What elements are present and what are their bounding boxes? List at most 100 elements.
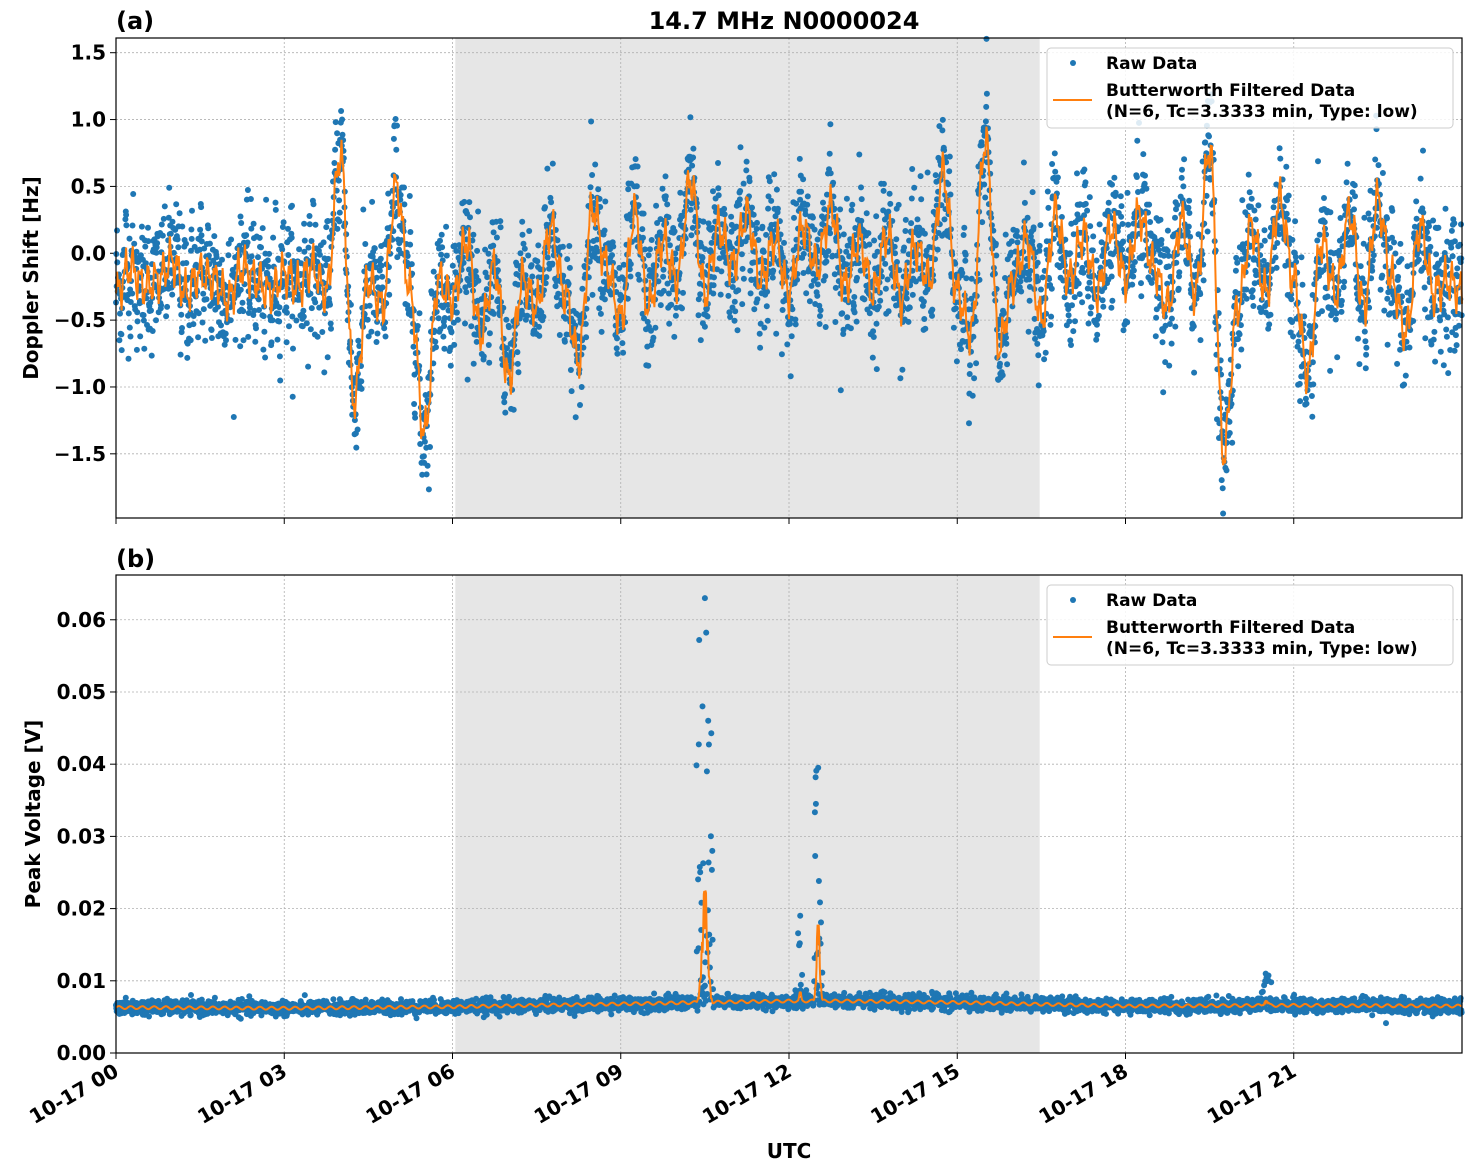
raw-data-point — [1129, 281, 1136, 288]
raw-data-point — [295, 291, 302, 298]
raw-data-point — [598, 328, 605, 335]
raw-data-point — [1174, 202, 1181, 208]
x-tick-label: 10-17 21 — [1203, 1059, 1301, 1129]
raw-data-point — [1433, 251, 1440, 258]
raw-data-point — [632, 156, 639, 163]
raw-data-point — [1344, 160, 1351, 167]
raw-data-point — [1153, 314, 1160, 321]
raw-data-point — [165, 214, 172, 221]
raw-data-point — [1362, 365, 1369, 372]
raw-data-point — [620, 349, 627, 356]
raw-data-point — [1147, 219, 1154, 225]
raw-data-point — [432, 338, 439, 345]
raw-data-point — [145, 224, 151, 231]
raw-data-point — [330, 996, 337, 1003]
raw-data-point — [360, 206, 367, 213]
raw-data-point — [817, 313, 823, 319]
raw-data-point — [626, 266, 633, 273]
raw-data-point — [922, 325, 929, 332]
raw-data-point — [739, 265, 746, 272]
raw-data-point — [1445, 370, 1452, 377]
raw-data-point — [312, 221, 319, 228]
raw-data-point — [672, 256, 679, 263]
raw-data-point — [827, 121, 834, 128]
raw-data-point — [252, 338, 259, 345]
raw-data-point — [689, 224, 696, 231]
raw-data-point — [546, 265, 553, 272]
raw-data-point — [639, 310, 646, 317]
raw-data-point — [814, 292, 821, 299]
raw-data-point — [332, 146, 339, 153]
raw-data-point — [858, 217, 865, 224]
raw-data-point — [526, 228, 533, 234]
raw-data-point — [163, 313, 170, 320]
raw-data-point — [1285, 192, 1292, 199]
raw-data-point — [1017, 278, 1024, 285]
raw-data-point — [1071, 294, 1078, 301]
raw-data-point — [597, 310, 604, 317]
raw-data-point — [283, 304, 290, 311]
raw-data-point — [276, 318, 283, 325]
raw-data-point — [1130, 267, 1137, 274]
raw-data-point — [1084, 207, 1091, 214]
raw-data-point — [814, 236, 821, 243]
raw-data-point — [371, 245, 378, 252]
raw-data-point — [483, 286, 490, 293]
raw-data-point — [164, 303, 171, 310]
raw-data-point — [336, 218, 343, 225]
raw-data-point — [305, 363, 312, 370]
raw-data-point — [633, 183, 640, 190]
raw-data-point — [1109, 297, 1116, 304]
raw-data-point — [475, 277, 482, 284]
raw-data-point — [230, 414, 237, 420]
raw-data-point — [497, 218, 504, 225]
raw-data-point — [116, 337, 123, 344]
raw-data-point — [920, 298, 927, 305]
raw-data-point — [1338, 297, 1345, 304]
raw-data-point — [338, 108, 345, 114]
raw-data-point — [672, 250, 679, 257]
raw-data-point — [178, 311, 185, 318]
raw-data-point — [247, 196, 254, 202]
raw-data-point — [447, 362, 454, 369]
raw-data-point — [610, 243, 617, 250]
raw-data-point — [1267, 311, 1274, 318]
raw-data-point — [791, 214, 797, 221]
raw-data-point — [886, 190, 893, 197]
raw-data-point — [826, 150, 833, 157]
raw-data-point — [843, 261, 850, 268]
raw-data-point — [822, 324, 829, 330]
raw-data-point — [708, 239, 715, 246]
raw-data-point — [1283, 163, 1290, 170]
raw-data-point — [1250, 303, 1257, 309]
raw-data-point — [1166, 362, 1173, 369]
raw-data-point — [394, 254, 401, 261]
raw-data-point — [1070, 328, 1077, 335]
raw-data-point — [521, 245, 528, 252]
raw-data-point — [983, 103, 990, 110]
raw-data-point — [619, 340, 626, 347]
raw-data-point — [672, 312, 679, 319]
raw-data-point — [565, 280, 572, 287]
raw-data-point — [1165, 263, 1172, 270]
x-tick-label: 10-17 12 — [698, 1059, 796, 1129]
raw-data-point — [123, 211, 130, 218]
raw-data-point — [1334, 354, 1341, 361]
raw-data-point — [1082, 200, 1089, 207]
raw-data-point — [1437, 317, 1444, 324]
raw-data-point — [148, 307, 154, 314]
raw-data-point — [601, 227, 608, 234]
raw-data-point — [308, 238, 315, 244]
raw-data-point — [635, 202, 642, 209]
raw-data-point — [901, 244, 908, 251]
raw-data-point — [1283, 210, 1290, 217]
raw-data-point — [1175, 285, 1182, 292]
raw-data-point — [1249, 294, 1256, 301]
raw-data-point — [1172, 323, 1179, 330]
raw-data-point — [1143, 185, 1150, 192]
raw-data-point — [839, 310, 846, 317]
raw-data-point — [1086, 279, 1093, 286]
raw-data-point — [743, 158, 750, 165]
raw-data-point — [778, 351, 785, 358]
raw-data-point — [1355, 335, 1361, 342]
